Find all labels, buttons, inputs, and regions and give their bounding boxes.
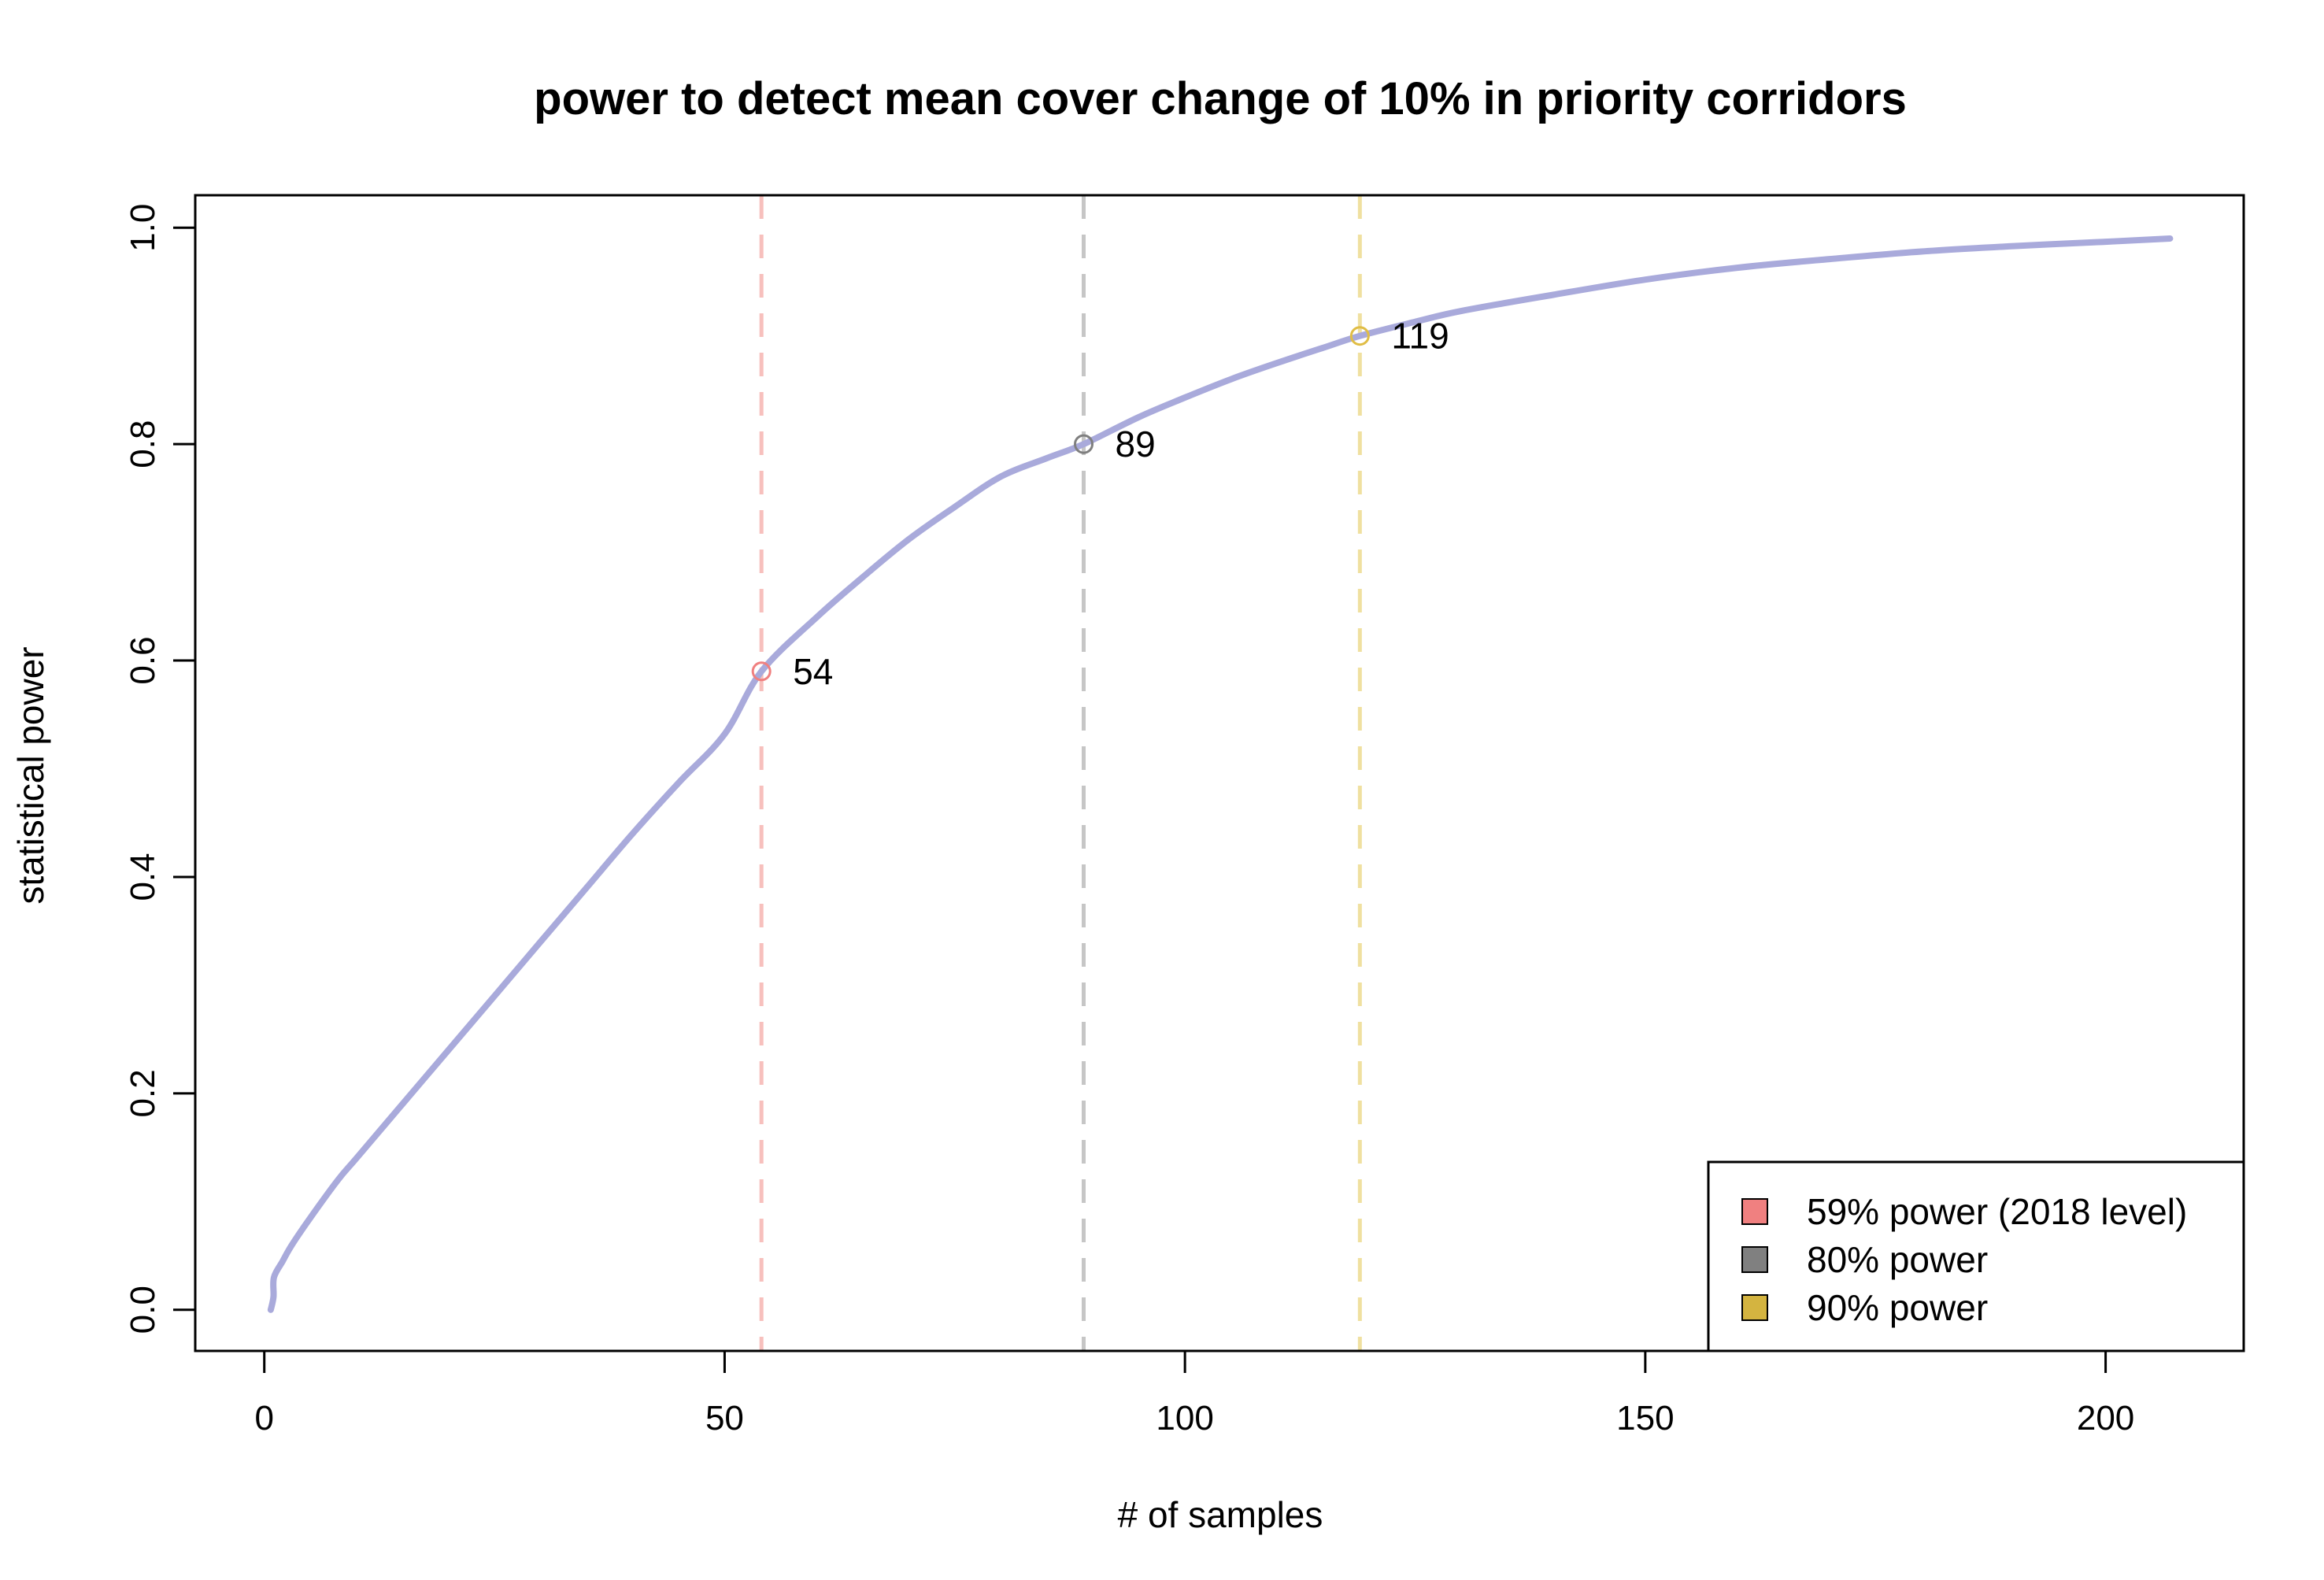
x-tick-label: 200 — [2077, 1399, 2134, 1438]
legend-label: 80% power — [1807, 1239, 1988, 1280]
y-tick-label: 1.0 — [124, 204, 162, 252]
y-axis-label: statistical power — [10, 646, 51, 904]
marker-label-89: 89 — [1116, 424, 1156, 464]
legend-box — [1707, 1160, 2245, 1352]
marker-point-89 — [1074, 434, 1094, 454]
x-tick-label: 0 — [254, 1399, 273, 1438]
y-tick-label: 0.2 — [124, 1069, 162, 1117]
y-tick-label: 0.4 — [124, 853, 162, 901]
power-curve — [267, 235, 2174, 1313]
legend-label: 59% power (2018 level) — [1807, 1191, 2187, 1232]
legend-swatch — [1741, 1198, 1768, 1225]
y-tick-label: 0.6 — [124, 636, 162, 684]
x-tick-label: 100 — [1156, 1399, 1213, 1438]
legend-swatch — [1741, 1246, 1768, 1273]
y-tick-label: 0.8 — [124, 420, 162, 468]
legend-label: 90% power — [1807, 1287, 1988, 1328]
x-tick-label: 50 — [705, 1399, 744, 1438]
plot-area: 54 89 119 0 50 100 150 200 0.0 0.2 0.4 0.6 0.8 1.0 59%… — [124, 194, 2245, 1438]
marker-point-54 — [751, 661, 772, 682]
legend-swatch — [1741, 1294, 1768, 1321]
marker-label-119: 119 — [1391, 316, 1449, 357]
chart-title: power to detect mean cover change of 10%… — [534, 73, 1907, 124]
y-tick-label: 0.0 — [124, 1286, 162, 1334]
marker-label-54: 54 — [793, 651, 833, 692]
x-tick-label: 150 — [1616, 1399, 1674, 1438]
x-axis-label: # of samples — [1118, 1494, 1323, 1535]
marker-point-119 — [1349, 326, 1370, 346]
